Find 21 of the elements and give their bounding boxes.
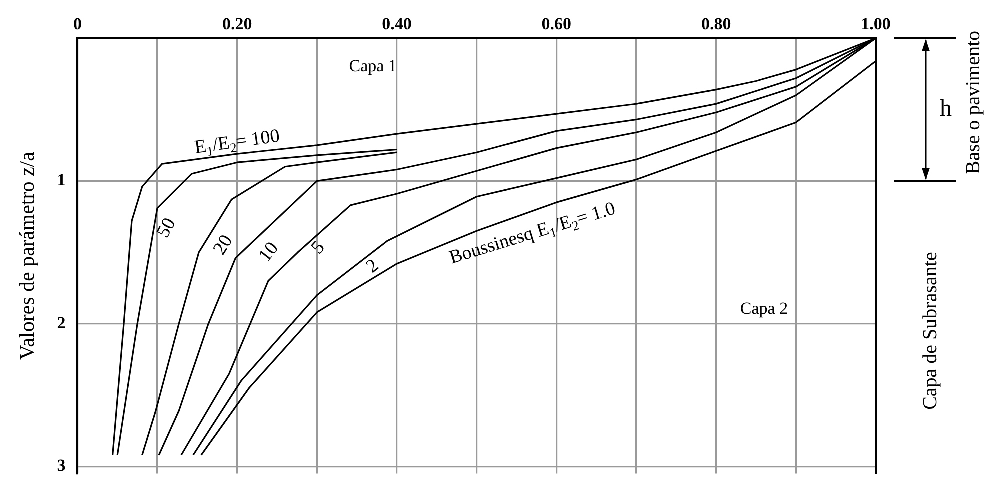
x-tick-label: 0 <box>73 14 82 34</box>
text: 50 <box>152 214 180 242</box>
text: Capa de Subrasante <box>919 252 942 410</box>
text: h <box>940 96 952 122</box>
text: 2 <box>362 255 383 278</box>
annotation: Capa 1 <box>349 56 397 76</box>
y-tick-label: 3 <box>57 456 66 476</box>
y-tick-label: 2 <box>57 313 66 332</box>
x-tick-label: 0.20 <box>222 14 252 34</box>
x-tick-label: 1.00 <box>861 14 891 34</box>
annotation: Capa 2 <box>740 299 788 318</box>
text: 10 <box>254 238 284 266</box>
x-tick-label: 0.60 <box>542 14 572 34</box>
text: 5 <box>307 237 330 258</box>
x-tick-label: 0.80 <box>701 14 732 34</box>
y-tick-label: 1 <box>57 170 66 190</box>
text: 20 <box>209 232 238 259</box>
text: Base o pavimento <box>962 30 984 174</box>
text: E1/E2= 100 <box>193 126 282 160</box>
x-tick-label: 0.40 <box>382 14 412 34</box>
y-axis-title: Valores de parámetro z/a <box>15 151 40 360</box>
